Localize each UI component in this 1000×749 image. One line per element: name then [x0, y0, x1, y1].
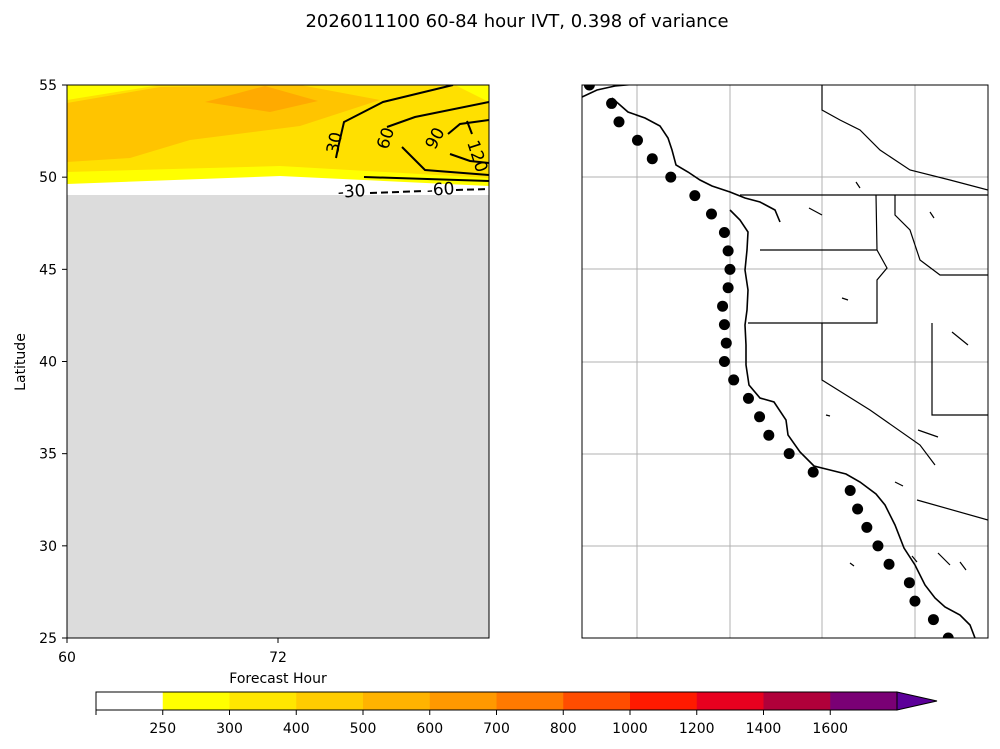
ivt-location-points	[583, 85, 954, 638]
y-tick-label: 30	[39, 539, 57, 555]
ivt-point	[754, 411, 766, 423]
ivt-point	[646, 153, 658, 165]
ivt-point	[909, 595, 921, 607]
contour-line-90-b	[449, 153, 489, 164]
colorbar-tick-label: 500	[350, 721, 377, 737]
contour-line-neg30	[369, 190, 426, 194]
ivt-point	[742, 392, 754, 404]
colorbar-extend-arrow	[896, 691, 938, 711]
figure-title: 2026011100 60-84 hour IVT, 0.398 of vari…	[305, 11, 728, 32]
contour-fill-500	[205, 86, 318, 112]
colorbar-tick-label: 400	[283, 721, 310, 737]
ivt-point	[583, 85, 595, 91]
ivt-point	[883, 558, 895, 570]
ivt-point	[665, 171, 677, 183]
ivt-point	[718, 226, 730, 238]
colorbar-segment	[630, 692, 698, 710]
colorbar: 250 300 400 500 600 700 800 1000 1200 1400 1600	[95, 691, 938, 737]
gridlines	[582, 85, 988, 638]
state-borders	[740, 85, 988, 521]
colorbar-segment	[162, 692, 230, 710]
ivt-point	[942, 632, 954, 638]
ivt-point	[927, 614, 939, 626]
map-axes-frame	[581, 84, 989, 639]
ivt-point	[631, 134, 643, 146]
ivt-point	[861, 521, 873, 533]
colorbar-segment	[696, 692, 764, 710]
y-tick-label: 45	[39, 262, 57, 278]
colorbar-tick-label: 1000	[612, 721, 648, 737]
colorbar-tick-label: 1200	[679, 721, 715, 737]
y-tick-label: 50	[39, 170, 57, 186]
ivt-point	[717, 300, 729, 312]
contour-line-30	[335, 85, 454, 159]
no-data-region	[67, 195, 489, 638]
colorbar-segment	[363, 692, 431, 710]
colorbar-tick-label: 1400	[746, 721, 782, 737]
colorbar-tick-label: 250	[149, 721, 176, 737]
contour-fill-250-corner	[455, 85, 489, 102]
colorbar-tick-label: 1600	[812, 721, 848, 737]
ivt-point	[728, 374, 740, 386]
y-tick-label: 40	[39, 355, 57, 371]
colorbar-tick-label: 600	[416, 721, 443, 737]
ivt-point	[722, 282, 734, 294]
ivt-point	[903, 577, 915, 589]
colorbar-tick-label: 300	[216, 721, 243, 737]
ivt-point	[763, 429, 775, 441]
contour-label: -60	[426, 179, 455, 201]
contour-line-30-b	[363, 176, 489, 182]
contour-line-60	[386, 101, 489, 128]
y-tick-label: 35	[39, 447, 57, 463]
colorbar-segment	[429, 692, 497, 710]
colorbar-segment	[296, 692, 364, 710]
ivt-point	[606, 97, 618, 109]
colorbar-segment	[830, 692, 898, 710]
colorbar-segment	[496, 692, 564, 710]
y-axis-label: Latitude	[13, 333, 29, 391]
colorbar-segment	[563, 692, 631, 710]
ivt-point	[724, 263, 736, 275]
ivt-point	[872, 540, 884, 552]
ivt-point	[807, 466, 819, 478]
map-panel	[581, 84, 989, 639]
ivt-point	[718, 319, 730, 331]
ivt-point	[718, 356, 730, 367]
ivt-point	[722, 245, 734, 257]
colorbar-segment	[96, 692, 164, 710]
colorbar-tick-label: 700	[483, 721, 510, 737]
x-axis-label: Forecast Hour	[229, 671, 327, 687]
y-tick-label: 55	[39, 78, 57, 94]
contour-line-60-b	[401, 146, 489, 176]
ivt-point	[705, 208, 717, 220]
ivt-point	[844, 485, 856, 497]
contour-label: -30	[337, 181, 366, 203]
ivt-point	[720, 337, 732, 349]
x-tick-label: 60	[58, 650, 76, 666]
contour-line-neg60	[455, 188, 489, 191]
y-tick-label: 25	[39, 631, 57, 647]
lakes-islands	[808, 181, 969, 571]
contour-label: 30	[323, 130, 347, 155]
x-tick-label: 72	[269, 650, 287, 666]
ivt-point	[689, 190, 701, 202]
colorbar-segment	[763, 692, 831, 710]
colorbar-tick-label: 800	[550, 721, 577, 737]
colorbar-segment	[229, 692, 297, 710]
ivt-point	[783, 448, 795, 460]
ivt-point	[852, 503, 864, 515]
contour-line-120	[466, 120, 473, 135]
coastline	[582, 85, 976, 638]
contour-line-90	[447, 119, 489, 135]
ivt-point	[613, 116, 625, 128]
